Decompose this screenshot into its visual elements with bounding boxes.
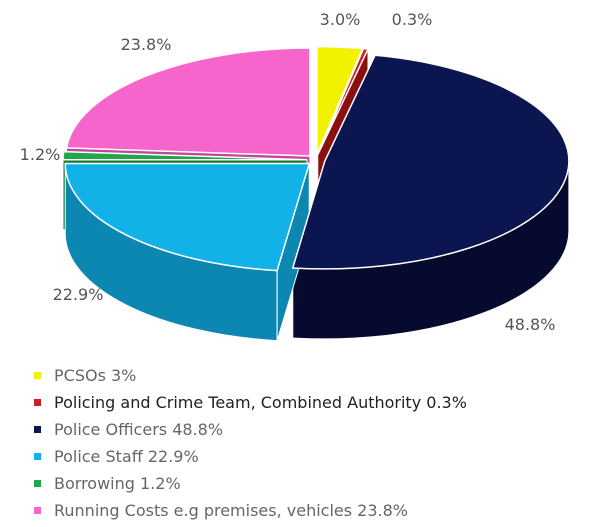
legend-swatch xyxy=(34,426,41,433)
legend-item-running-costs-e-g-premises-vehicles: Running Costs e.g premises, vehicles 23.… xyxy=(34,497,467,524)
pie-slice-police-staff xyxy=(64,162,311,272)
legend-label: Policing and Crime Team, Combined Author… xyxy=(54,392,467,412)
data-label-pcsos: 3.0% xyxy=(320,10,361,29)
pie-slice-borrowing xyxy=(62,150,308,161)
pie-slice-police-officers xyxy=(291,54,570,270)
data-labels: 3.0% 0.3% 48.8% 22.9% 1.2% 23.8% xyxy=(20,10,556,334)
legend-item-borrowing: Borrowing 1.2% xyxy=(34,470,467,497)
data-label-police-officers: 48.8% xyxy=(505,315,556,334)
legend-label: PCSOs 3% xyxy=(54,365,137,385)
data-label-police-staff: 22.9% xyxy=(53,285,104,304)
legend-item-police-officers: Police Officers 48.8% xyxy=(34,416,467,443)
legend-item-police-staff: Police Staff 22.9% xyxy=(34,443,467,470)
legend-item-pcsos: PCSOs 3% xyxy=(34,362,467,389)
pie-tops xyxy=(62,45,570,272)
legend-label: Police Staff 22.9% xyxy=(54,446,199,466)
pie-slice-running-costs-e-g-premises-vehicles xyxy=(65,47,311,157)
legend-swatch xyxy=(34,453,41,460)
legend-swatch xyxy=(34,399,41,406)
data-label-running-costs-e-g-premises-vehicles: 23.8% xyxy=(121,35,172,54)
legend-label: Running Costs e.g premises, vehicles 23.… xyxy=(54,500,408,520)
legend-swatch xyxy=(34,480,41,487)
legend-swatch xyxy=(34,372,41,379)
legend-item-policing-and-crime-team-combined-authority: Policing and Crime Team, Combined Author… xyxy=(34,389,467,416)
pie-slice-policing-and-crime-team-combined-authority xyxy=(317,47,370,156)
pie-chart: 3.0% 0.3% 48.8% 22.9% 1.2% 23.8% xyxy=(20,10,570,342)
pie-slice-pcsos xyxy=(316,45,364,155)
data-label-policing-and-crime-team-combined-authority: 0.3% xyxy=(392,10,433,29)
legend-label: Borrowing 1.2% xyxy=(54,473,181,493)
legend-label: Police Officers 48.8% xyxy=(54,419,224,439)
legend: PCSOs 3% Policing and Crime Team, Combine… xyxy=(34,362,467,524)
data-label-borrowing: 1.2% xyxy=(20,145,61,164)
legend-swatch xyxy=(34,507,41,514)
